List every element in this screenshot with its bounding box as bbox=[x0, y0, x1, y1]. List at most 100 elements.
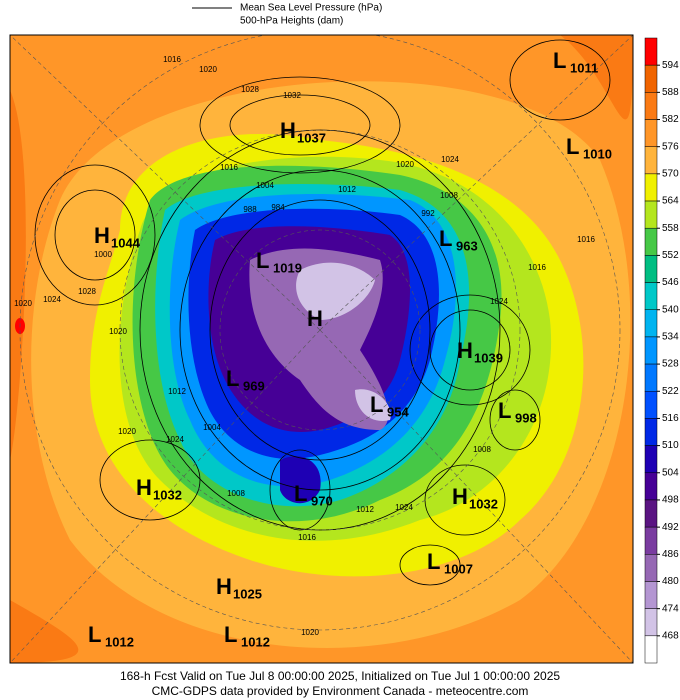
contour-label: 1008 bbox=[473, 445, 491, 454]
colorbar-tick-label: 510 bbox=[662, 440, 679, 451]
center-letter: H bbox=[136, 475, 152, 500]
colorbar-swatch bbox=[644, 635, 658, 664]
contour-label: 992 bbox=[421, 209, 435, 218]
colorbar-tick-label: 522 bbox=[662, 386, 679, 397]
center-value: 1019 bbox=[273, 260, 302, 275]
center-letter: L bbox=[88, 622, 101, 647]
center-value: 1025 bbox=[233, 586, 262, 601]
contour-label: 1020 bbox=[396, 160, 414, 169]
footer-line: CMC-GDPS data provided by Environment Ca… bbox=[152, 684, 529, 698]
colorbar-swatch bbox=[644, 391, 658, 419]
contour-label: 1024 bbox=[395, 503, 413, 512]
colorbar-swatch bbox=[644, 37, 658, 66]
colorbar-tick-label: 468 bbox=[662, 630, 679, 641]
center-value: 969 bbox=[243, 378, 265, 393]
center-letter: H bbox=[280, 118, 296, 143]
colorbar-tick-label: 540 bbox=[662, 304, 679, 315]
colorbar-swatch bbox=[644, 418, 658, 446]
contour-label: 1028 bbox=[241, 85, 259, 94]
colorbar-swatch bbox=[644, 282, 658, 310]
colorbar-swatch bbox=[644, 146, 658, 175]
contour-label: 1008 bbox=[227, 489, 245, 498]
colorbar-tick-label: 546 bbox=[662, 277, 679, 288]
center-value: 1007 bbox=[444, 561, 473, 576]
contour-label: 1020 bbox=[118, 427, 136, 436]
contour-label: 984 bbox=[271, 203, 285, 212]
center-letter: L bbox=[226, 366, 239, 391]
colorbar-tick-label: 576 bbox=[662, 141, 679, 152]
legend-item: Mean Sea Level Pressure (hPa) bbox=[240, 3, 382, 14]
contour-label: 1032 bbox=[283, 91, 301, 100]
colorbar-swatch bbox=[644, 92, 658, 120]
colorbar-swatch bbox=[644, 526, 658, 555]
center-value: 1012 bbox=[105, 634, 134, 649]
legend-item: 500-hPa Heights (dam) bbox=[240, 16, 343, 27]
contour-label: 1024 bbox=[441, 155, 459, 164]
center-letter: H bbox=[457, 338, 473, 363]
colorbar-tick-label: 570 bbox=[662, 169, 679, 180]
colorbar-tick-label: 492 bbox=[662, 522, 679, 533]
contour-label: 1000 bbox=[94, 250, 112, 259]
contour-label: 1016 bbox=[298, 533, 316, 542]
center-value: 1032 bbox=[469, 496, 498, 511]
colorbar-swatch bbox=[644, 173, 658, 202]
contour-label: 1024 bbox=[490, 297, 508, 306]
center-letter: L bbox=[498, 398, 511, 423]
colorbar-swatch bbox=[644, 363, 658, 392]
center-letter: L bbox=[224, 622, 237, 647]
center-value: 963 bbox=[456, 238, 478, 253]
contour-label: 1012 bbox=[168, 387, 186, 396]
colorbar-tick-label: 582 bbox=[662, 114, 679, 125]
colorbar-swatch bbox=[644, 227, 658, 256]
contour-label: 1016 bbox=[220, 163, 238, 172]
center-letter: L bbox=[439, 226, 452, 251]
colorbar-tick-label: 528 bbox=[662, 359, 679, 370]
colorbar-tick-label: 534 bbox=[662, 332, 679, 343]
contour-label: 1016 bbox=[577, 235, 595, 244]
colorbar-swatch bbox=[644, 445, 658, 474]
contour-label: 1020 bbox=[14, 299, 32, 308]
contour-label: 988 bbox=[243, 205, 257, 214]
center-value: 970 bbox=[311, 493, 333, 508]
center-value: 1010 bbox=[583, 146, 612, 161]
colorbar-tick-label: 480 bbox=[662, 576, 679, 587]
colorbar-swatch bbox=[644, 336, 658, 365]
center-letter: L bbox=[256, 248, 269, 273]
contour-label: 1020 bbox=[301, 628, 319, 637]
center-value: 1032 bbox=[153, 487, 182, 502]
center-value: 954 bbox=[387, 404, 409, 419]
contour-label: 1024 bbox=[166, 435, 184, 444]
colorbar-tick-label: 498 bbox=[662, 495, 679, 506]
contour-label: 1016 bbox=[163, 55, 181, 64]
contour-label: 1008 bbox=[440, 191, 458, 200]
colorbar-swatch bbox=[644, 200, 658, 229]
center-letter: H bbox=[94, 223, 110, 248]
center-value: 1012 bbox=[241, 634, 270, 649]
center-value: 1039 bbox=[474, 350, 503, 365]
colorbar-swatch bbox=[644, 255, 658, 283]
map bbox=[10, 35, 633, 663]
colorbar-tick-label: 588 bbox=[662, 87, 679, 98]
center-value: 998 bbox=[515, 410, 537, 425]
center-letter: L bbox=[294, 481, 307, 506]
colorbar-swatch bbox=[644, 309, 658, 338]
colorbar-tick-label: 552 bbox=[662, 250, 679, 261]
contour-label: 1016 bbox=[528, 263, 546, 272]
center-value: 1011 bbox=[570, 60, 598, 75]
center-value: 1044 bbox=[111, 235, 141, 250]
colorbar-swatch bbox=[644, 472, 658, 501]
colorbar-swatch bbox=[644, 608, 658, 637]
colorbar-swatch bbox=[644, 581, 658, 609]
center-letter: H bbox=[307, 306, 323, 331]
colorbar-tick-label: 594 bbox=[662, 60, 679, 71]
map-frame bbox=[9, 34, 634, 664]
colorbar-swatch bbox=[644, 119, 658, 147]
colorbar-tick-label: 564 bbox=[662, 196, 679, 207]
center-letter: L bbox=[427, 549, 440, 574]
contour-label: 1004 bbox=[256, 181, 274, 190]
contour-label: 1020 bbox=[199, 65, 217, 74]
colorbar-swatch bbox=[644, 554, 658, 582]
contour-label: 1020 bbox=[109, 327, 127, 336]
colorbar-swatch bbox=[644, 499, 658, 528]
colorbar-tick-label: 474 bbox=[662, 603, 679, 614]
